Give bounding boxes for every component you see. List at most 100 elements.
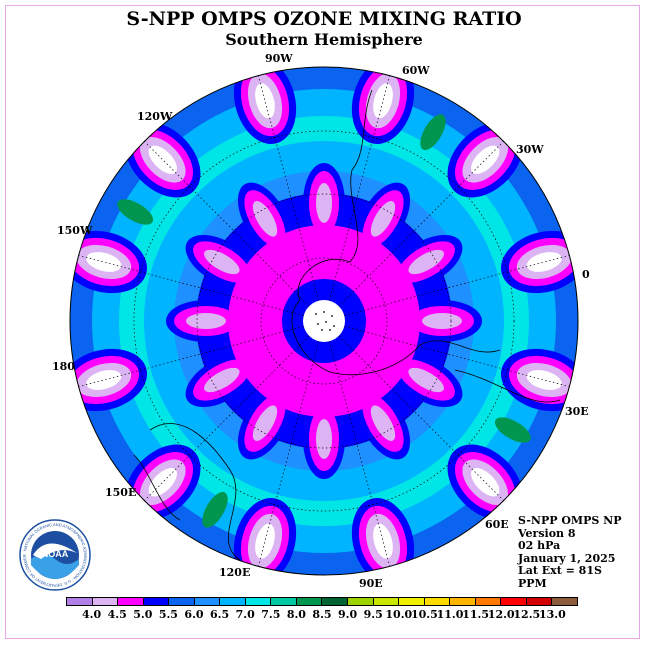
colorbar-cell-17 xyxy=(501,598,527,605)
colorbar-cell-18 xyxy=(526,598,553,605)
meridian-8 xyxy=(78,326,304,388)
polar-cap xyxy=(303,300,345,342)
colorbar-tick-label: 12.0 xyxy=(487,608,515,621)
outer-petal-5 xyxy=(351,497,415,575)
colorbar-cell-13 xyxy=(399,598,425,605)
lon-label-150w: 150W xyxy=(57,224,93,237)
outer-petal-3 xyxy=(500,348,578,412)
lon-label-30w: 30W xyxy=(516,143,544,156)
colorbar-tick-label: 4.5 xyxy=(107,608,127,621)
colorbar-tick-label: 9.5 xyxy=(363,608,383,621)
outer-petal-2 xyxy=(500,230,578,294)
lon-label-0: 0 xyxy=(582,268,590,281)
colorbar-cell-1 xyxy=(92,598,119,605)
colorbar-tick-label: 12.5 xyxy=(513,608,541,621)
inner-petal-5 xyxy=(303,399,345,479)
graticule xyxy=(70,67,578,575)
info-block: S-NPP OMPS NP Version 8 02 hPa January 1… xyxy=(518,514,622,590)
green-patch-6 xyxy=(202,491,228,528)
outer-petal-0 xyxy=(351,67,415,145)
colorbar-cell-5 xyxy=(194,598,221,605)
colorbar-tick-label: 9.0 xyxy=(338,608,358,621)
colorbar-tick-label: 5.5 xyxy=(158,608,178,621)
info-date: January 1, 2025 xyxy=(518,551,616,565)
colorbar-tick-label: 6.0 xyxy=(184,608,204,621)
meridian-6 xyxy=(257,341,319,567)
colorbar-cell-15 xyxy=(450,598,476,605)
info-instrument: S-NPP OMPS NP xyxy=(518,514,622,527)
colorbar-cell-19 xyxy=(552,598,577,605)
lon-label-30e: 30E xyxy=(565,405,589,418)
colorbar-cell-14 xyxy=(424,598,451,605)
lon-label-120w: 120W xyxy=(137,110,173,123)
colorbar-tick-label: 7.0 xyxy=(235,608,255,621)
green-patch-9 xyxy=(117,199,154,225)
meridian-9 xyxy=(78,254,304,316)
figure-frame xyxy=(5,5,640,639)
noaa-logo-text: NOAA xyxy=(42,549,69,559)
meridian-3 xyxy=(344,326,570,388)
colorbar-tick-label: 5.0 xyxy=(133,608,153,621)
outer-petal-8 xyxy=(70,348,148,412)
colorbar-tick-label: 10.5 xyxy=(410,608,438,621)
colorbar-ticks: 4.0 4.5 5.0 5.5 6.0 6.5 7.0 7.5 8.0 8.5 9.0 9.5 10.0… xyxy=(66,608,578,622)
colorbar-cell-16 xyxy=(475,598,502,605)
colorbar-tick-label: 11.0 xyxy=(436,608,464,621)
coastlines xyxy=(133,89,561,561)
outer-petal-9 xyxy=(70,230,148,294)
map-subtitle: Southern Hemisphere xyxy=(225,30,423,49)
noaa-logo: NOAA NATIONAL OCEANIC AND ATMOSPHERIC AD… xyxy=(19,519,91,591)
colorbar-cell-4 xyxy=(169,598,195,605)
outer-petal-11 xyxy=(233,67,297,145)
latitude-circle-2 xyxy=(133,130,515,512)
lon-label-90w: 90W xyxy=(265,52,293,65)
colorbar-tick-label: 13.0 xyxy=(538,608,566,621)
colorbar-cell-10 xyxy=(322,598,349,605)
meridian-10 xyxy=(144,141,310,307)
colorbar-cell-8 xyxy=(271,598,297,605)
lon-label-180: 180 xyxy=(52,360,75,373)
colorbar-cell-9 xyxy=(296,598,323,605)
meridian-5 xyxy=(329,341,391,567)
green-patch-3 xyxy=(494,417,531,443)
info-lat-extent: Lat Ext = 81S xyxy=(518,564,602,577)
info-pressure-level: 02 hPa xyxy=(518,539,561,552)
inner-petals xyxy=(166,163,482,479)
colorbar-cell-3 xyxy=(143,598,170,605)
inner-petal-8 xyxy=(166,300,246,342)
green-patch-0 xyxy=(420,114,446,151)
outer-petal-6 xyxy=(233,497,297,575)
colorbar-tick-label: 8.0 xyxy=(286,608,306,621)
colorbar-tick-label: 4.0 xyxy=(82,608,102,621)
colorbar-cell-12 xyxy=(373,598,400,605)
latitude-circle-0 xyxy=(260,257,388,385)
meridian-11 xyxy=(257,75,319,301)
map-title: S-NPP OMPS OZONE MIXING RATIO xyxy=(126,8,522,30)
colorbar-tick-label: 11.5 xyxy=(462,608,489,621)
lon-label-60w: 60W xyxy=(402,64,430,77)
pole-dots xyxy=(315,311,335,331)
meridian-1 xyxy=(338,141,504,307)
meridian-0 xyxy=(329,75,391,301)
lon-label-150e: 150E xyxy=(105,486,137,499)
colorbar-tick-label: 8.5 xyxy=(312,608,332,621)
inner-petal-2 xyxy=(402,300,482,342)
meridian-7 xyxy=(144,335,310,501)
latitude-circle-1 xyxy=(196,193,452,449)
colorbar-cell-7 xyxy=(245,598,272,605)
colorbar-tick-label: 6.5 xyxy=(210,608,230,621)
colorbar-tick-label: 7.5 xyxy=(261,608,281,621)
colorbar xyxy=(66,597,578,606)
colorbar-cell-6 xyxy=(220,598,246,605)
colorbar-cell-0 xyxy=(67,598,93,605)
lon-label-60e: 60E xyxy=(485,518,509,531)
info-units: PPM xyxy=(518,576,547,590)
meridian-2 xyxy=(344,254,570,316)
meridian-4 xyxy=(338,335,504,501)
map-border xyxy=(69,66,579,576)
colorbar-cell-2 xyxy=(118,598,144,605)
inner-petal-11 xyxy=(303,163,345,243)
lon-label-120e: 120E xyxy=(219,566,251,579)
info-version: Version 8 xyxy=(518,526,576,540)
